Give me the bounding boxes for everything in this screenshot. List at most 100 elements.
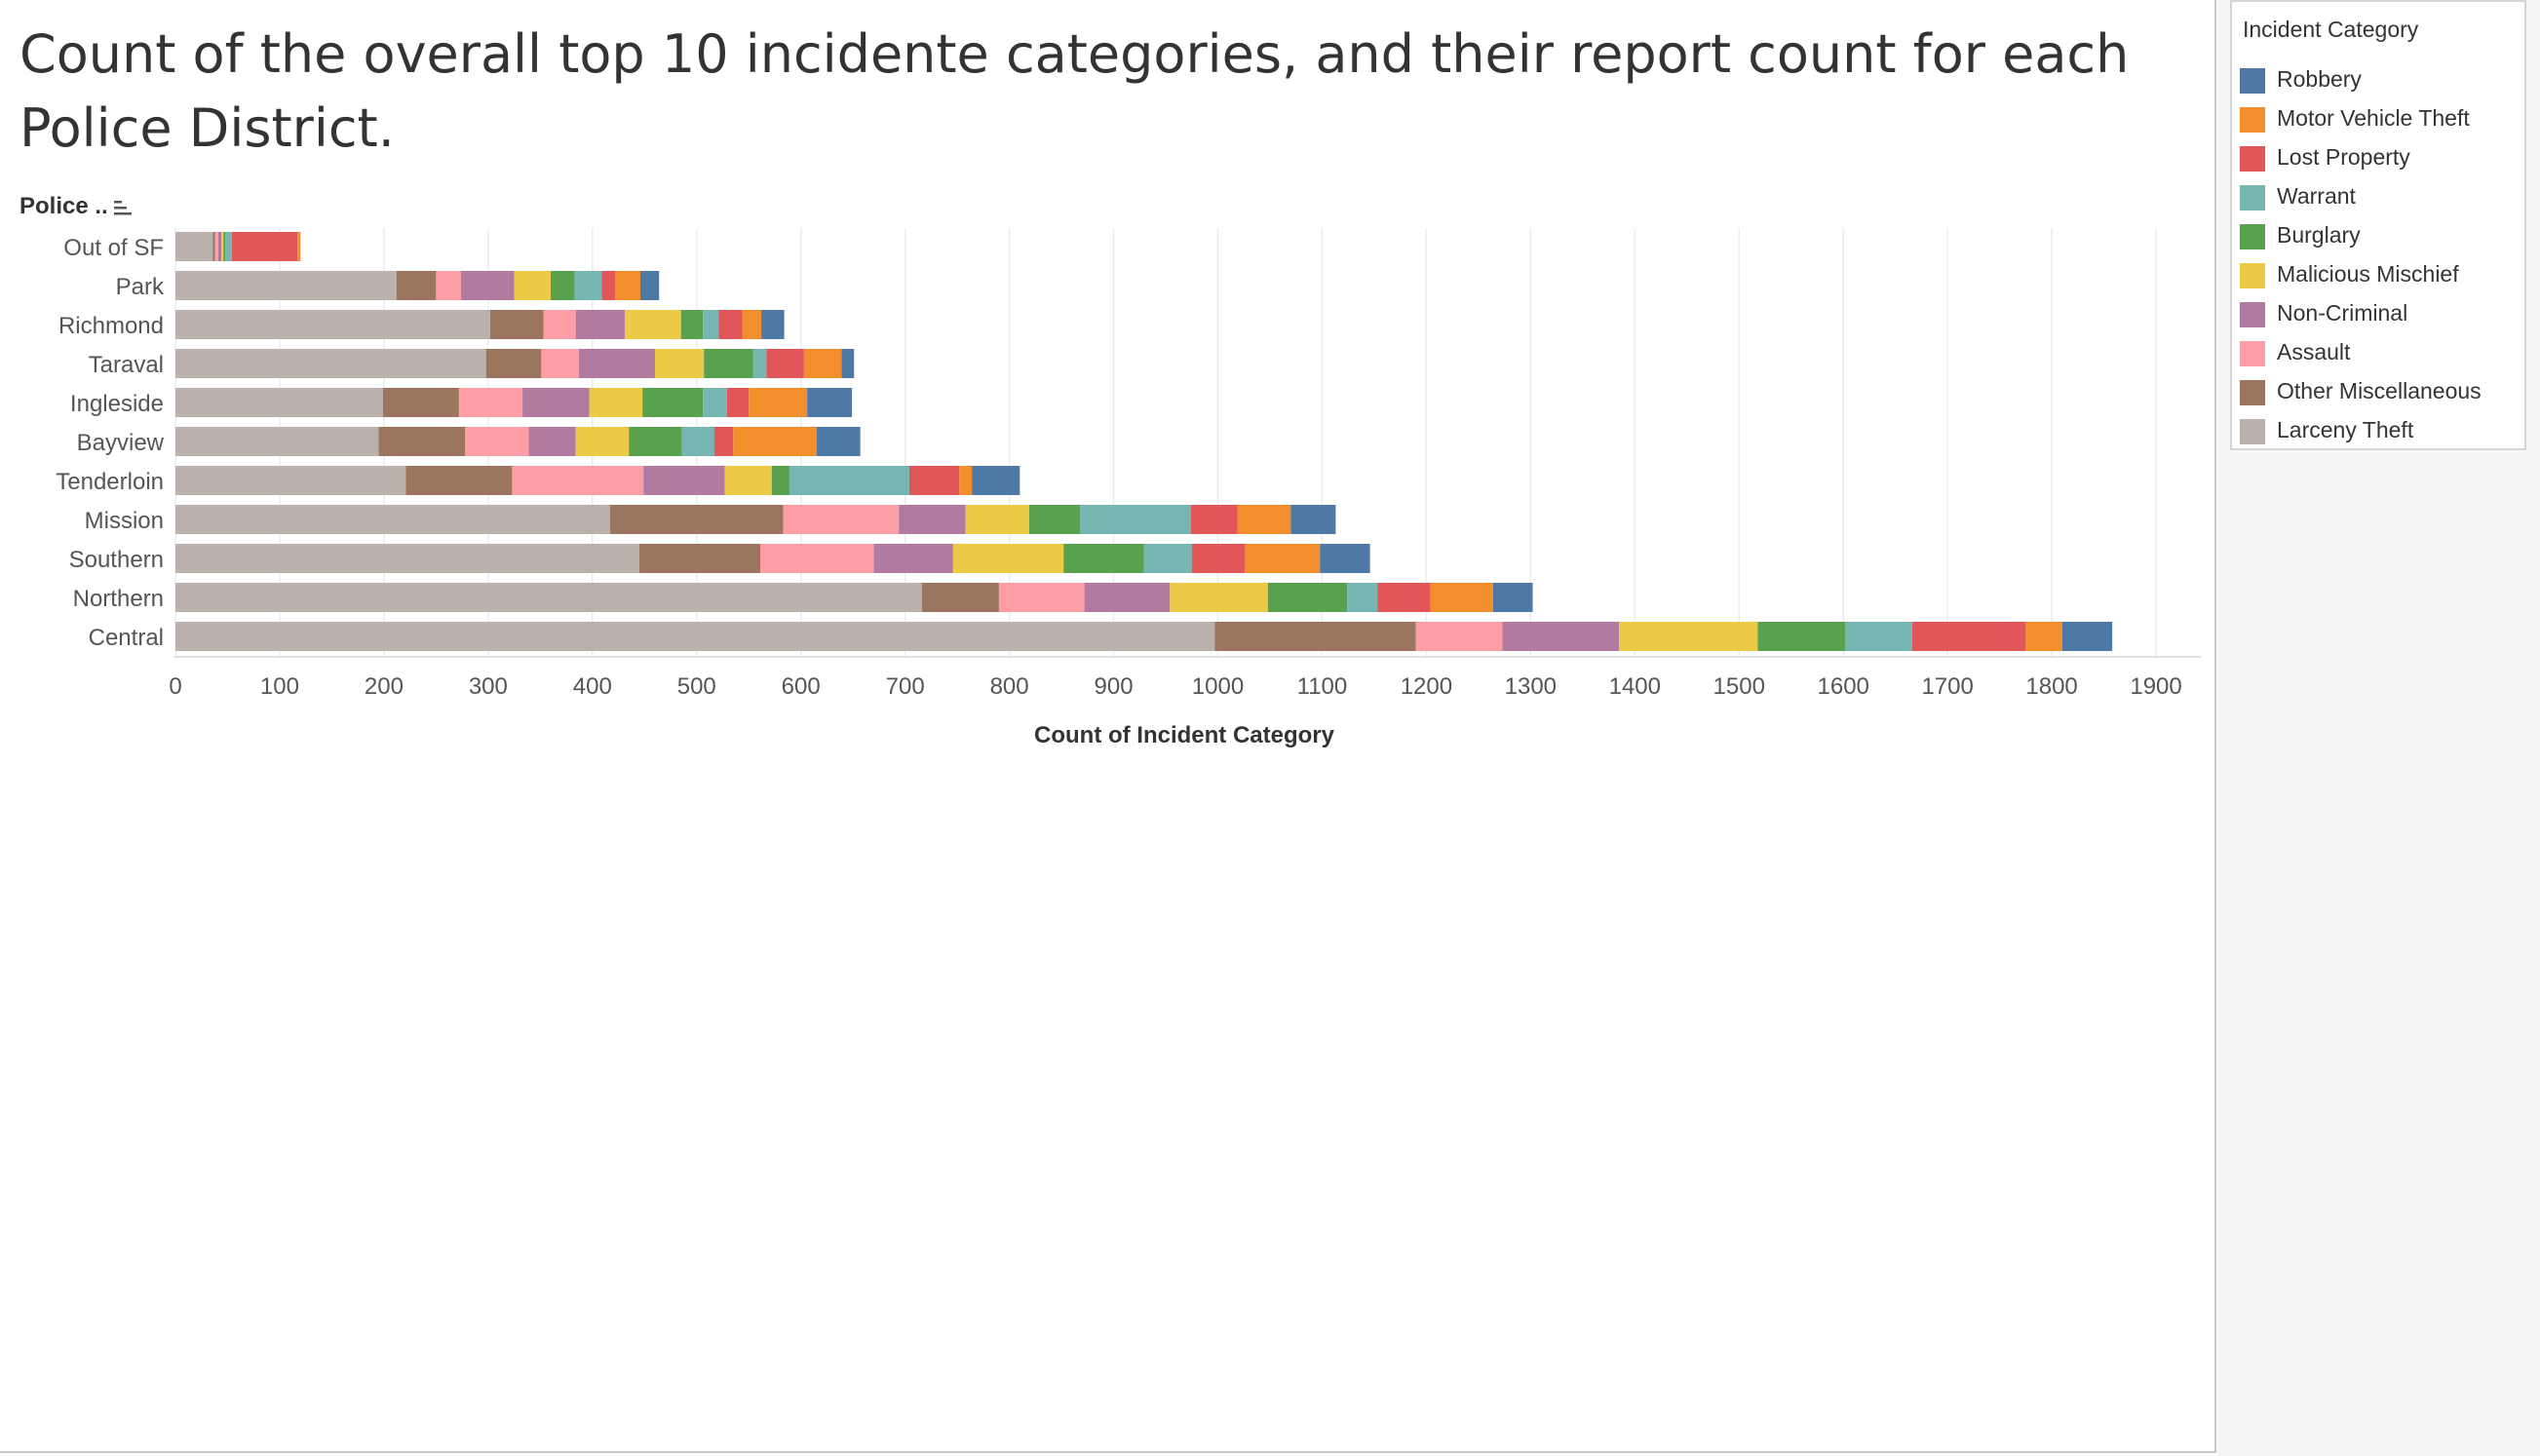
bar-segment[interactable]	[175, 427, 379, 456]
bar-segment[interactable]	[1377, 583, 1431, 612]
sort-icon[interactable]	[112, 199, 134, 218]
bar-segment[interactable]	[704, 349, 753, 378]
bar-segment[interactable]	[378, 427, 466, 456]
bar-segment[interactable]	[1063, 544, 1144, 573]
bar-segment[interactable]	[1619, 622, 1758, 651]
bar-segment[interactable]	[1170, 583, 1268, 612]
bar-segment[interactable]	[217, 232, 222, 261]
bar-segment[interactable]	[642, 388, 704, 417]
bar-segment[interactable]	[807, 388, 853, 417]
bar-segment[interactable]	[223, 232, 226, 261]
bar-segment[interactable]	[175, 310, 490, 339]
bar-segment[interactable]	[724, 466, 772, 495]
bar-segment[interactable]	[2061, 622, 2113, 651]
bar-segment[interactable]	[297, 232, 301, 261]
bar-segment[interactable]	[789, 466, 909, 495]
bar-segment[interactable]	[485, 349, 542, 378]
legend-item[interactable]: Other Miscellaneous	[2240, 374, 2522, 407]
bar-segment[interactable]	[1347, 583, 1378, 612]
bar-segment[interactable]	[514, 271, 552, 300]
bar-segment[interactable]	[512, 466, 644, 495]
bar-segment[interactable]	[726, 388, 750, 417]
bar-segment[interactable]	[574, 271, 602, 300]
bar-segment[interactable]	[575, 427, 630, 456]
bar-segment[interactable]	[396, 271, 437, 300]
bar-segment[interactable]	[718, 310, 743, 339]
bar-segment[interactable]	[1267, 583, 1348, 612]
bar-segment[interactable]	[638, 544, 760, 573]
bar-segment[interactable]	[959, 466, 973, 495]
bar-segment[interactable]	[733, 427, 817, 456]
bar-segment[interactable]	[2025, 622, 2062, 651]
bar-segment[interactable]	[1143, 544, 1192, 573]
bar-segment[interactable]	[1190, 505, 1238, 534]
bar-segment[interactable]	[543, 310, 576, 339]
bar-segment[interactable]	[703, 310, 719, 339]
bar-segment[interactable]	[175, 505, 610, 534]
bar-segment[interactable]	[965, 505, 1029, 534]
bar-segment[interactable]	[528, 427, 576, 456]
bar-segment[interactable]	[221, 232, 224, 261]
bar-segment[interactable]	[175, 544, 639, 573]
bar-segment[interactable]	[175, 349, 486, 378]
bar-segment[interactable]	[908, 466, 960, 495]
bar-segment[interactable]	[771, 466, 789, 495]
bar-segment[interactable]	[873, 544, 953, 573]
bar-segment[interactable]	[214, 232, 218, 261]
bar-segment[interactable]	[1084, 583, 1171, 612]
row-header-police-district[interactable]: Police ..	[19, 193, 108, 219]
bar-segment[interactable]	[175, 466, 406, 495]
bar-segment[interactable]	[175, 271, 397, 300]
bar-segment[interactable]	[615, 271, 640, 300]
bar-segment[interactable]	[175, 388, 383, 417]
bar-segment[interactable]	[1502, 622, 1620, 651]
bar-segment[interactable]	[899, 505, 966, 534]
bar-segment[interactable]	[1080, 505, 1191, 534]
bar-segment[interactable]	[436, 271, 462, 300]
bar-segment[interactable]	[175, 622, 1215, 651]
bar-segment[interactable]	[541, 349, 579, 378]
bar-segment[interactable]	[1757, 622, 1846, 651]
bar-segment[interactable]	[761, 310, 785, 339]
bar-segment[interactable]	[639, 271, 660, 300]
legend-item[interactable]: Burglary	[2240, 218, 2522, 251]
bar-segment[interactable]	[841, 349, 855, 378]
bar-segment[interactable]	[972, 466, 1020, 495]
bar-segment[interactable]	[465, 427, 529, 456]
bar-segment[interactable]	[816, 427, 861, 456]
bar-segment[interactable]	[175, 583, 922, 612]
bar-segment[interactable]	[212, 232, 215, 261]
bar-segment[interactable]	[225, 232, 232, 261]
bar-segment[interactable]	[1290, 505, 1336, 534]
bar-segment[interactable]	[681, 427, 714, 456]
bar-segment[interactable]	[759, 544, 874, 573]
legend-item[interactable]: Warrant	[2240, 179, 2522, 212]
bar-segment[interactable]	[1237, 505, 1291, 534]
bar-segment[interactable]	[1028, 505, 1081, 534]
legend-item[interactable]: Lost Property	[2240, 140, 2522, 173]
legend-item[interactable]: Motor Vehicle Theft	[2240, 101, 2522, 134]
bar-segment[interactable]	[752, 349, 767, 378]
bar-segment[interactable]	[175, 232, 213, 261]
bar-segment[interactable]	[489, 310, 544, 339]
bar-segment[interactable]	[458, 388, 523, 417]
bar-segment[interactable]	[1845, 622, 1912, 651]
bar-segment[interactable]	[952, 544, 1064, 573]
bar-segment[interactable]	[1430, 583, 1493, 612]
bar-segment[interactable]	[654, 349, 705, 378]
legend-item[interactable]: Assault	[2240, 335, 2522, 368]
bar-segment[interactable]	[1320, 544, 1370, 573]
legend-item[interactable]: Non-Criminal	[2240, 296, 2522, 329]
legend-item[interactable]: Robbery	[2240, 62, 2522, 96]
bar-segment[interactable]	[575, 310, 625, 339]
bar-segment[interactable]	[382, 388, 459, 417]
bar-segment[interactable]	[680, 310, 704, 339]
bar-segment[interactable]	[609, 505, 784, 534]
bar-segment[interactable]	[589, 388, 643, 417]
bar-segment[interactable]	[601, 271, 616, 300]
bar-segment[interactable]	[1214, 622, 1416, 651]
bar-segment[interactable]	[578, 349, 655, 378]
bar-segment[interactable]	[803, 349, 842, 378]
bar-segment[interactable]	[713, 427, 734, 456]
bar-segment[interactable]	[921, 583, 999, 612]
